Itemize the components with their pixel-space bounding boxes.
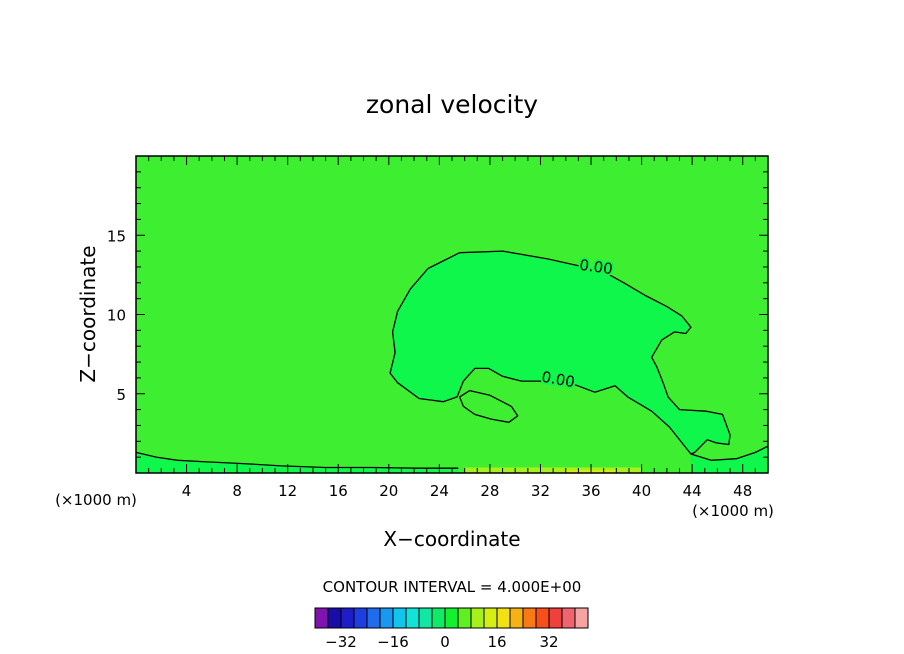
colorbar-swatch [548,607,563,629]
x-tick-label: 40 [632,482,651,500]
colorbar-swatch [431,607,446,629]
x-tick-label: 44 [683,482,702,500]
axis-ticks [136,156,768,473]
x-tick-label: 36 [581,482,600,500]
colorbar-swatch [457,607,472,629]
x-tick-label: 28 [480,482,499,500]
colorbar-swatch [353,607,368,629]
zero-contour-0 [389,250,731,455]
x-tick-label: 24 [430,482,449,500]
x-tick-label: 12 [278,482,297,500]
x-axis-label: X−coordinate [383,527,520,551]
chart-title: zonal velocity [366,90,538,119]
colorbar-swatch [405,607,420,629]
zero-contour-lines [135,250,769,469]
colorbar-swatch [366,607,381,629]
y-tick-label: 10 [107,307,126,325]
contour-interval-text: CONTOUR INTERVAL = 4.000E+00 [323,578,582,596]
x-tick-labels: 4 8 12 16 20 24 28 32 36 40 44 48 [182,482,752,500]
x-tick-label: 20 [379,482,398,500]
colorbar-swatch [418,607,433,629]
colorbar-swatch [340,607,355,629]
positive-region [390,251,731,454]
zero-contour-1 [458,389,519,423]
colorbar-swatch [535,607,550,629]
colorbar-tick-label: 0 [440,633,450,651]
colorbar-swatch [574,607,589,629]
colorbar-tick-labels: −32 −16 0 16 32 [325,633,558,651]
colorbar-tick-label: 32 [539,633,558,651]
colorbar-swatch [327,607,342,629]
colorbar-swatch [509,607,524,629]
x-tick-label: 48 [733,482,752,500]
colorbar-swatch [561,607,576,629]
y-tick-label: 15 [107,227,126,245]
y-tick-labels: 5 10 15 [107,227,126,404]
colorbar-tick-label: −16 [377,633,409,651]
colorbar-swatch [444,607,459,629]
colorbar-swatch [470,607,485,629]
x-tick-label: 4 [182,482,192,500]
x-tick-label: 16 [329,482,348,500]
x-unit-left: (×1000 m) [55,491,137,509]
colorbar-swatch [379,607,394,629]
velocity-field [136,156,768,473]
colorbar [314,607,589,629]
x-tick-label: 8 [232,482,242,500]
colorbar-swatch [496,607,511,629]
colorbar-swatch [314,607,329,629]
x-tick-label: 32 [531,482,550,500]
colorbar-swatch [483,607,498,629]
zero-contour-2 [135,451,459,469]
colorbar-tick-label: −32 [325,633,357,651]
contour-label: 0.00 [578,256,614,278]
colorbar-swatch [392,607,407,629]
colorbar-tick-label: 16 [487,633,506,651]
colorbar-swatch [522,607,537,629]
y-tick-label: 5 [116,386,126,404]
x-unit-right: (×1000 m) [692,502,774,520]
zero-contour-3 [690,445,769,461]
negative-island [459,390,518,423]
y-axis-label: Z−coordinate [76,245,100,382]
